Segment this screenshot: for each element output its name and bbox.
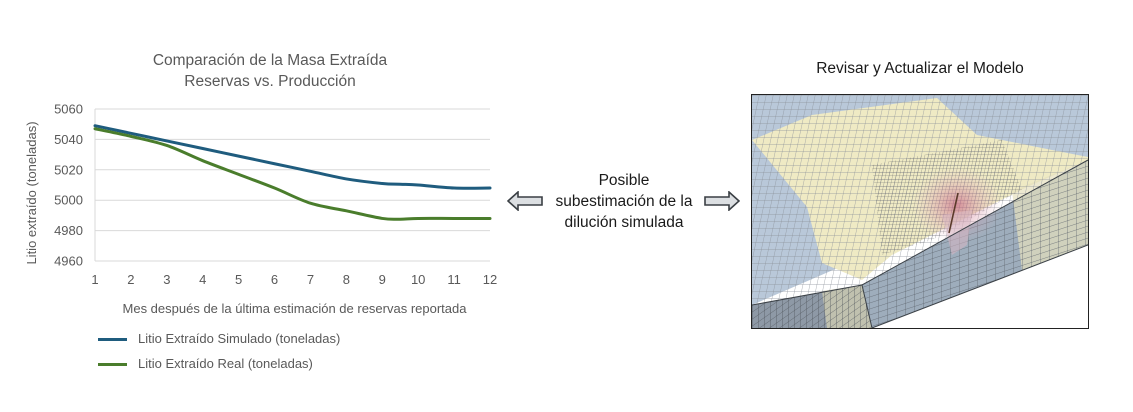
x-tick-label: 5 (235, 272, 242, 287)
double-arrow-left-icon (507, 191, 543, 211)
y-tick-label: 4980 (54, 223, 83, 238)
y-tick-label: 5040 (54, 132, 83, 147)
x-tick-label: 7 (307, 272, 314, 287)
series-line-real (93, 127, 492, 221)
dilution-note: Posible subestimación de la dilución sim… (546, 170, 702, 233)
chart-title: Comparación de la Masa Extraída Reservas… (110, 50, 430, 92)
y-axis-title: Litio extraído (toneladas) (24, 121, 39, 264)
x-tick-label: 3 (163, 272, 170, 287)
block-model-icon (752, 95, 1088, 328)
x-tick-label: 12 (483, 272, 497, 287)
x-tick-label: 10 (411, 272, 425, 287)
block-model-image (751, 94, 1089, 329)
series-line-simulated (93, 124, 492, 190)
x-tick-label: 6 (271, 272, 278, 287)
double-arrow-right-icon (704, 191, 740, 211)
y-tick-label: 5020 (54, 162, 83, 177)
legend-swatch-real (98, 363, 127, 366)
x-tick-label: 9 (379, 272, 386, 287)
legend-label-simulated: Litio Extraído Simulado (toneladas) (138, 331, 341, 346)
legend-label-real: Litio Extraído Real (toneladas) (138, 356, 313, 371)
y-tick-label: 4960 (54, 254, 83, 269)
x-tick-label: 2 (127, 272, 134, 287)
x-tick-label: 11 (447, 272, 461, 287)
y-tick-label: 5000 (54, 193, 83, 208)
chart-title-line-2: Reservas vs. Producción (184, 73, 356, 90)
model-title: Revisar y Actualizar el Modelo (816, 60, 1024, 77)
dilution-note-line-2: subestimación de la (555, 193, 693, 210)
chart-title-line-1: Comparación de la Masa Extraída (152, 52, 388, 69)
dilution-note-line-3: dilución simulada (564, 214, 684, 231)
x-tick-label: 4 (199, 272, 206, 287)
x-tick-label: 8 (343, 272, 350, 287)
dilution-note-line-1: Posible (598, 172, 650, 189)
x-tick-label: 1 (91, 272, 98, 287)
legend-swatch-simulated (98, 338, 127, 341)
x-axis-title: Mes después de la última estimación de r… (123, 301, 468, 316)
y-tick-label: 5060 (54, 102, 83, 117)
